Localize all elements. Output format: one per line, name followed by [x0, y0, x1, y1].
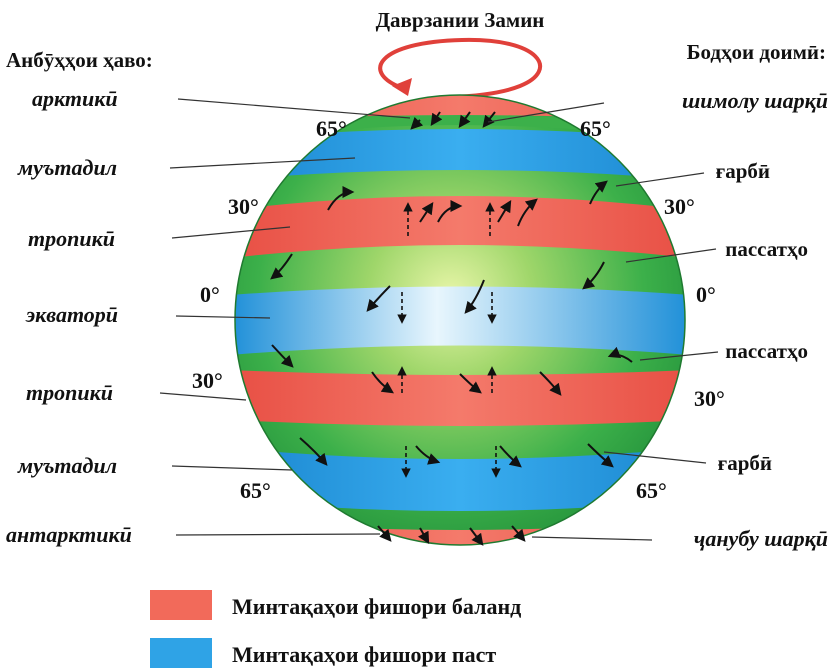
- wind-arrow: [517, 198, 538, 227]
- permanent-winds-heading: Бодҳои доимӣ:: [687, 40, 826, 64]
- wind-arrow: [607, 346, 633, 363]
- wind-arrow: [459, 373, 482, 394]
- wind-arrow: [539, 371, 562, 396]
- wind-arrow: [482, 111, 496, 128]
- legend-label-high: Минтақаҳои фишори баланд: [232, 594, 521, 619]
- wind-arrow: [410, 116, 424, 130]
- latitude-label-65n-right: 65°: [580, 116, 611, 141]
- wind-arrow: [587, 443, 614, 468]
- wind-arrow: [437, 200, 463, 223]
- legend: Минтақаҳои фишори баланд Минтақаҳои фишо…: [150, 590, 521, 668]
- wind-arrows: [270, 111, 633, 546]
- air-mass-leaders: [159, 98, 411, 536]
- north-subpolar-low-belt: [235, 129, 685, 180]
- air-mass-label-tropical-south: тропикӣ: [26, 380, 113, 405]
- latitude-label-eq-right: 0°: [696, 282, 716, 307]
- south-subpolar-low-belt: [235, 448, 685, 511]
- legend-label-low: Минтақаҳои фишори паст: [232, 642, 496, 667]
- latitude-label-65s-left: 65°: [240, 478, 271, 503]
- air-mass-label-temperate-north: муътадил: [17, 155, 117, 180]
- wind-label-westerlies-south: ғарбӣ: [718, 451, 772, 475]
- south-subtropical-high-belt: [235, 370, 685, 426]
- wind-label-trades-south: пассатҳо: [725, 339, 808, 363]
- legend-swatch-high: [150, 590, 212, 620]
- latitude-label-30s-left: 30°: [192, 368, 223, 393]
- wind-arrow: [511, 525, 526, 542]
- latitude-label-30n-left: 30°: [228, 194, 259, 219]
- air-mass-label-arctic: арктикӣ: [32, 86, 118, 111]
- wind-arrow: [299, 437, 328, 466]
- wind-arrow: [458, 111, 471, 128]
- air-masses-heading: Анбӯҳҳои ҳаво:: [6, 48, 153, 72]
- wind-arrow: [419, 202, 434, 223]
- wind-arrow: [415, 445, 441, 465]
- latitude-label-30n-right: 30°: [664, 194, 695, 219]
- wind-arrow: [371, 371, 394, 394]
- diagram-title: Даврзании Замин: [376, 8, 545, 32]
- wind-arrow: [497, 199, 512, 223]
- wind-label-westerlies-north: ғарбӣ: [716, 159, 770, 183]
- rotation-arrow-icon: [378, 37, 542, 99]
- wind-leaders: [487, 102, 719, 541]
- wind-label-southeast: ҷанубу шарқӣ: [694, 526, 828, 551]
- wind-arrow: [377, 525, 392, 542]
- wind-label-trades-north: пассатҳо: [725, 237, 808, 261]
- wind-label-northeast: шимолу шарқӣ: [682, 88, 828, 113]
- wind-arrow: [430, 111, 443, 126]
- latitude-label-30s-right: 30°: [694, 386, 725, 411]
- rotation-arrowhead-icon: [392, 78, 412, 96]
- equatorial-low-belt: [235, 286, 685, 355]
- latitude-label-eq-left: 0°: [200, 282, 220, 307]
- north-subtropical-high-belt: [235, 196, 685, 258]
- latitude-label-65n-left: 65°: [316, 116, 347, 141]
- air-mass-label-temperate-south: муътадил: [17, 453, 117, 478]
- wind-arrow: [499, 445, 522, 468]
- legend-swatch-low: [150, 638, 212, 668]
- wind-arrow: [589, 180, 608, 205]
- wind-arrow: [366, 285, 391, 312]
- wind-arrow: [418, 527, 430, 545]
- vertical-air-motion-arrows: [397, 202, 501, 478]
- wind-arrow: [582, 261, 605, 290]
- wind-arrow: [270, 253, 293, 280]
- air-mass-label-tropical-north: тропикӣ: [28, 226, 115, 251]
- wind-arrow: [464, 279, 485, 314]
- air-mass-label-equatorial: экваторӣ: [25, 302, 118, 327]
- wind-arrow: [469, 527, 484, 546]
- wind-arrow: [271, 344, 294, 368]
- wind-arrow: [327, 186, 355, 211]
- latitude-label-65s-right: 65°: [636, 478, 667, 503]
- air-mass-label-antarctic: антарктикӣ: [6, 522, 132, 547]
